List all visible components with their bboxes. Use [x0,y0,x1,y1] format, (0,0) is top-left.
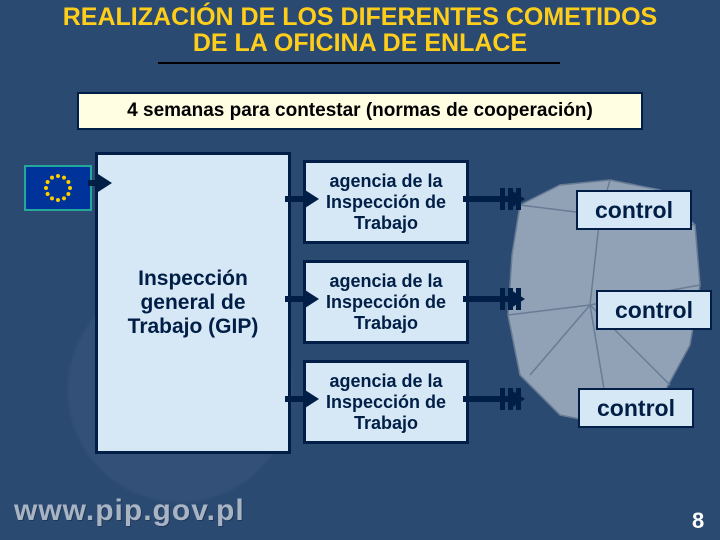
arrow-head-icon [98,174,112,192]
agency-label: agencia de la Inspección de Trabajo [306,371,466,434]
arrow-stripe-icon [508,388,513,410]
control-text: control [595,197,673,224]
arrow-stripe-icon [516,388,521,410]
banner-text: 4 semanas para contestar (normas de coop… [127,100,593,122]
arrow-stripe-icon [516,188,521,210]
gip-label: Inspección general de Trabajo (GIP) [98,267,288,339]
agency-box-3: agencia de la Inspección de Trabajo [303,360,469,444]
arrow-icon [285,296,305,302]
arrow-icon [88,180,98,186]
arrow-stripe-icon [500,288,505,310]
agency-box-2: agencia de la Inspección de Trabajo [303,260,469,344]
arrow-head-icon [305,390,319,408]
arrow-stripe-icon [500,188,505,210]
agency-box-1: agencia de la Inspección de Trabajo [303,160,469,244]
arrow-head-icon [305,190,319,208]
title-line-1: REALIZACIÓN DE LOS DIFERENTES COMETIDOS [0,4,720,30]
page-title: REALIZACIÓN DE LOS DIFERENTES COMETIDOS … [0,4,720,57]
page-number: 8 [692,508,704,534]
control-label-2: control [596,290,712,330]
arrow-head-icon [305,290,319,308]
eu-flag-icon [24,165,92,211]
control-label-1: control [576,190,692,230]
agency-label: agencia de la Inspección de Trabajo [306,271,466,334]
title-underline [158,62,560,64]
control-label-3: control [578,388,694,428]
control-text: control [597,395,675,422]
arrow-icon [285,396,305,402]
arrow-stripe-icon [516,288,521,310]
arrow-stripe-icon [508,188,513,210]
arrow-icon [285,196,305,202]
arrow-stripe-icon [508,288,513,310]
response-time-banner: 4 semanas para contestar (normas de coop… [77,92,643,130]
control-text: control [615,297,693,324]
gip-box: Inspección general de Trabajo (GIP) [95,152,291,454]
agency-label: agencia de la Inspección de Trabajo [306,171,466,234]
title-line-2: DE LA OFICINA DE ENLACE [0,30,720,56]
arrow-stripe-icon [500,388,505,410]
footer-url: www.pip.gov.pl [14,494,245,528]
